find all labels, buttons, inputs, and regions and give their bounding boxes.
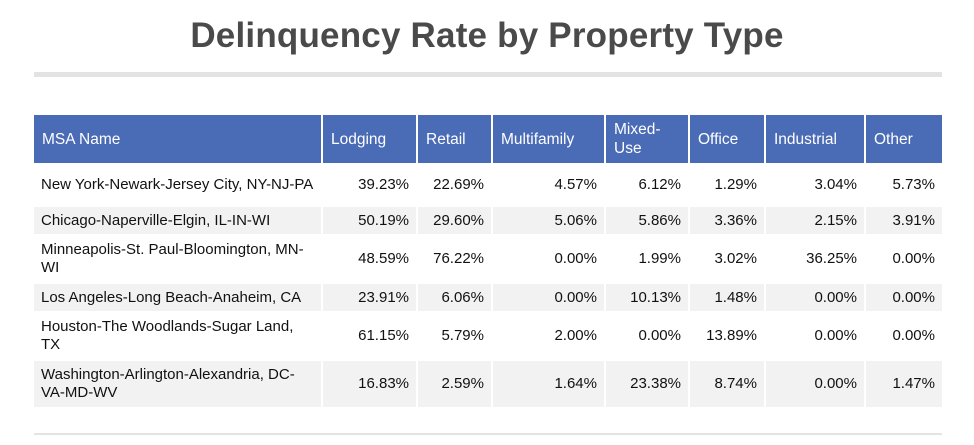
other-cell: 5.73%: [866, 163, 942, 205]
retail-cell: 29.60%: [418, 205, 493, 234]
msa-name-cell: Chicago-Naperville-Elgin, IL-IN-WI: [34, 205, 323, 234]
office-cell: 13.89%: [690, 311, 766, 359]
retail-cell: 6.06%: [418, 282, 493, 311]
column-header-lodging: Lodging: [323, 115, 418, 163]
table-row: Chicago-Naperville-Elgin, IL-IN-WI 50.19…: [34, 205, 942, 234]
industrial-cell: 0.00%: [766, 282, 866, 311]
lodging-cell: 48.59%: [323, 234, 418, 282]
multifamily-cell: 5.06%: [493, 205, 606, 234]
retail-cell: 22.69%: [418, 163, 493, 205]
lodging-cell: 50.19%: [323, 205, 418, 234]
column-header-msa-name: MSA Name: [34, 115, 323, 163]
other-cell: 0.00%: [866, 282, 942, 311]
column-header-mixed-use: Mixed-Use: [606, 115, 690, 163]
msa-name-cell: New York-Newark-Jersey City, NY-NJ-PA: [34, 163, 323, 205]
msa-name-cell: Los Angeles-Long Beach-Anaheim, CA: [34, 282, 323, 311]
other-cell: 0.00%: [866, 234, 942, 282]
office-cell: 8.74%: [690, 359, 766, 407]
industrial-cell: 2.15%: [766, 205, 866, 234]
lodging-cell: 39.23%: [323, 163, 418, 205]
mixed-use-cell: 1.99%: [606, 234, 690, 282]
column-header-other: Other: [866, 115, 942, 163]
column-header-industrial: Industrial: [766, 115, 866, 163]
industrial-cell: 36.25%: [766, 234, 866, 282]
office-cell: 1.48%: [690, 282, 766, 311]
multifamily-cell: 2.00%: [493, 311, 606, 359]
other-cell: 0.00%: [866, 311, 942, 359]
multifamily-cell: 0.00%: [493, 234, 606, 282]
delinquency-table: MSA Name Lodging Retail Multifamily Mixe…: [34, 115, 942, 407]
table-row: Minneapolis-St. Paul-Bloomington, MN-WI …: [34, 234, 942, 282]
table-row: Houston-The Woodlands-Sugar Land, TX 61.…: [34, 311, 942, 359]
table-title: Delinquency Rate by Property Type: [190, 16, 784, 55]
multifamily-cell: 1.64%: [493, 359, 606, 407]
multifamily-cell: 4.57%: [493, 163, 606, 205]
retail-cell: 2.59%: [418, 359, 493, 407]
retail-cell: 76.22%: [418, 234, 493, 282]
multifamily-cell: 0.00%: [493, 282, 606, 311]
industrial-cell: 3.04%: [766, 163, 866, 205]
lodging-cell: 16.83%: [323, 359, 418, 407]
bottom-divider: [34, 433, 942, 435]
table-row: Los Angeles-Long Beach-Anaheim, CA 23.91…: [34, 282, 942, 311]
industrial-cell: 0.00%: [766, 359, 866, 407]
column-header-office: Office: [690, 115, 766, 163]
mixed-use-cell: 5.86%: [606, 205, 690, 234]
mixed-use-cell: 23.38%: [606, 359, 690, 407]
lodging-cell: 61.15%: [323, 311, 418, 359]
table-row: New York-Newark-Jersey City, NY-NJ-PA 39…: [34, 163, 942, 205]
lodging-cell: 23.91%: [323, 282, 418, 311]
title-divider: [34, 72, 942, 77]
mixed-use-cell: 0.00%: [606, 311, 690, 359]
office-cell: 1.29%: [690, 163, 766, 205]
table-row: Washington-Arlington-Alexandria, DC-VA-M…: [34, 359, 942, 407]
industrial-cell: 0.00%: [766, 311, 866, 359]
column-header-multifamily: Multifamily: [493, 115, 606, 163]
office-cell: 3.36%: [690, 205, 766, 234]
other-cell: 3.91%: [866, 205, 942, 234]
retail-cell: 5.79%: [418, 311, 493, 359]
mixed-use-cell: 6.12%: [606, 163, 690, 205]
other-cell: 1.47%: [866, 359, 942, 407]
office-cell: 3.02%: [690, 234, 766, 282]
msa-name-cell: Houston-The Woodlands-Sugar Land, TX: [34, 311, 323, 359]
mixed-use-cell: 10.13%: [606, 282, 690, 311]
column-header-retail: Retail: [418, 115, 493, 163]
msa-name-cell: Minneapolis-St. Paul-Bloomington, MN-WI: [34, 234, 323, 282]
msa-name-cell: Washington-Arlington-Alexandria, DC-VA-M…: [34, 359, 323, 407]
header-row: MSA Name Lodging Retail Multifamily Mixe…: [34, 115, 942, 163]
